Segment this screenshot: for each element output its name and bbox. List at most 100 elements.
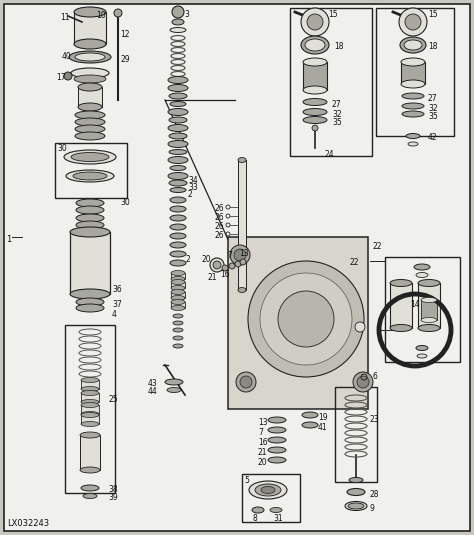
- Text: 16: 16: [220, 270, 229, 279]
- Text: 4: 4: [112, 310, 117, 319]
- Text: 27: 27: [332, 100, 342, 109]
- Text: 19: 19: [318, 413, 328, 422]
- Text: 34: 34: [188, 176, 198, 185]
- Bar: [80, 435, 100, 470]
- Text: 6: 6: [373, 372, 378, 381]
- Ellipse shape: [81, 411, 99, 417]
- Ellipse shape: [268, 437, 286, 443]
- Ellipse shape: [170, 233, 186, 239]
- Ellipse shape: [171, 295, 185, 301]
- Ellipse shape: [173, 328, 183, 332]
- Bar: [242, 474, 300, 522]
- Bar: [70, 232, 110, 294]
- Bar: [290, 8, 372, 156]
- Ellipse shape: [402, 111, 424, 117]
- Ellipse shape: [75, 53, 105, 61]
- Ellipse shape: [75, 125, 105, 133]
- Ellipse shape: [80, 467, 100, 473]
- Ellipse shape: [406, 134, 420, 139]
- Circle shape: [234, 249, 246, 261]
- Circle shape: [307, 14, 323, 30]
- Bar: [401, 62, 425, 84]
- Ellipse shape: [345, 501, 367, 510]
- Text: 24: 24: [325, 150, 335, 159]
- Text: 37: 37: [112, 300, 122, 309]
- Bar: [55, 143, 127, 198]
- Ellipse shape: [168, 85, 188, 91]
- Text: 17: 17: [56, 73, 65, 82]
- Text: 41: 41: [318, 423, 328, 432]
- Ellipse shape: [270, 508, 282, 513]
- Bar: [78, 87, 102, 107]
- Ellipse shape: [169, 180, 187, 186]
- Circle shape: [172, 6, 184, 18]
- Circle shape: [399, 8, 427, 36]
- Ellipse shape: [173, 344, 183, 348]
- Ellipse shape: [168, 157, 188, 164]
- Ellipse shape: [168, 125, 188, 132]
- Circle shape: [301, 8, 329, 36]
- Ellipse shape: [81, 378, 99, 383]
- Bar: [228, 237, 368, 409]
- Ellipse shape: [83, 493, 97, 499]
- Text: 26: 26: [215, 222, 225, 231]
- Ellipse shape: [268, 457, 286, 463]
- Ellipse shape: [170, 27, 186, 33]
- Circle shape: [222, 265, 228, 271]
- Ellipse shape: [171, 279, 185, 285]
- Text: 18: 18: [334, 42, 344, 51]
- Ellipse shape: [347, 488, 365, 495]
- Ellipse shape: [76, 214, 104, 222]
- Bar: [390, 283, 412, 328]
- Bar: [171, 302, 185, 308]
- Circle shape: [235, 261, 241, 267]
- Ellipse shape: [171, 305, 185, 310]
- Text: 40: 40: [62, 52, 72, 61]
- Text: 44: 44: [148, 387, 158, 396]
- Circle shape: [236, 372, 256, 392]
- Bar: [421, 300, 437, 320]
- Ellipse shape: [390, 279, 412, 287]
- Bar: [65, 325, 115, 493]
- Text: 7: 7: [227, 251, 232, 260]
- Ellipse shape: [80, 432, 100, 438]
- Ellipse shape: [172, 19, 184, 25]
- Text: 30: 30: [57, 144, 67, 153]
- Text: 27: 27: [428, 94, 438, 103]
- Text: 36: 36: [112, 285, 122, 294]
- Ellipse shape: [168, 77, 188, 83]
- Ellipse shape: [303, 117, 327, 124]
- Ellipse shape: [81, 412, 99, 417]
- Ellipse shape: [70, 289, 110, 299]
- Text: 9: 9: [370, 504, 375, 513]
- Ellipse shape: [261, 486, 275, 493]
- Bar: [74, 12, 106, 44]
- Ellipse shape: [76, 221, 104, 229]
- Text: 15: 15: [428, 10, 438, 19]
- Text: 7: 7: [258, 428, 263, 437]
- Ellipse shape: [170, 197, 186, 203]
- Ellipse shape: [69, 51, 111, 63]
- Text: 43: 43: [148, 379, 158, 388]
- Ellipse shape: [74, 75, 106, 83]
- Ellipse shape: [418, 325, 440, 332]
- Ellipse shape: [401, 58, 425, 66]
- Text: 26: 26: [215, 213, 225, 222]
- Ellipse shape: [81, 386, 99, 392]
- Text: 26: 26: [215, 204, 225, 213]
- Circle shape: [213, 261, 221, 269]
- Ellipse shape: [169, 149, 187, 155]
- Bar: [171, 292, 185, 298]
- Ellipse shape: [168, 141, 188, 148]
- Ellipse shape: [305, 39, 325, 51]
- Text: 20: 20: [201, 255, 210, 264]
- Circle shape: [312, 125, 318, 131]
- Ellipse shape: [81, 422, 99, 426]
- Text: 2: 2: [188, 190, 193, 199]
- Ellipse shape: [81, 402, 99, 408]
- Ellipse shape: [170, 206, 186, 212]
- Ellipse shape: [170, 242, 186, 248]
- Ellipse shape: [349, 478, 363, 483]
- Ellipse shape: [169, 117, 187, 123]
- Ellipse shape: [64, 150, 116, 164]
